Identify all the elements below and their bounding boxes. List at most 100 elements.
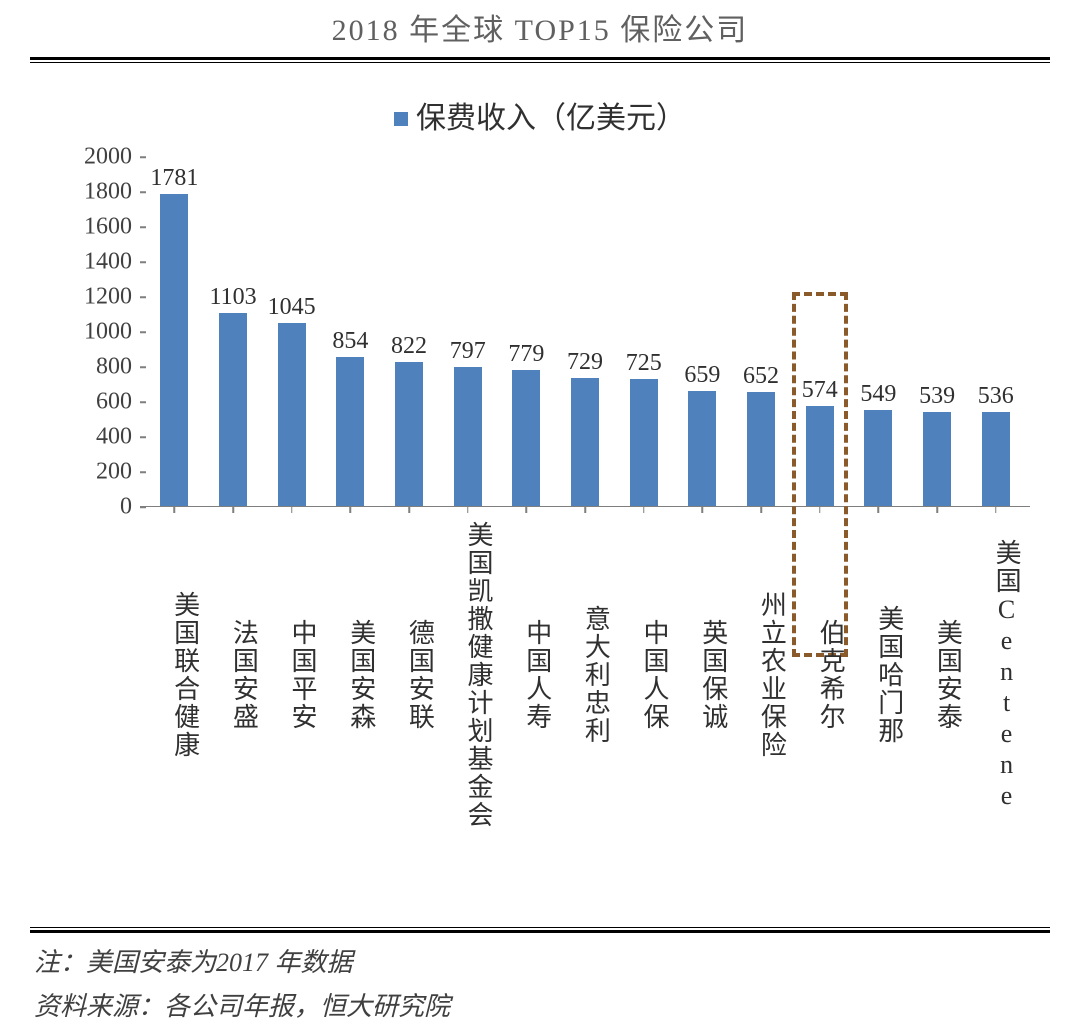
x-tick-mark (584, 507, 586, 513)
bar (278, 323, 306, 506)
bar (454, 367, 482, 506)
x-tick-mark (643, 507, 645, 513)
x-axis-label: 德国安联 (380, 517, 439, 829)
bar (571, 378, 599, 506)
bar-value-label: 725 (626, 350, 662, 377)
bar-slot: 1045 (262, 157, 321, 506)
x-axis-label: 美国联合健康 (145, 517, 204, 829)
x-tick-mark (467, 507, 469, 513)
footnote-2: 资料来源：各公司年报，恒大研究院 (34, 985, 1050, 1029)
plot-area: 1781 1103 1045 854 822 797 779 729 725 659 652 574 5… (140, 157, 1030, 507)
bar (336, 357, 364, 506)
x-axis-label: 伯克希尔 (790, 517, 849, 829)
bar (512, 370, 540, 506)
y-tick-label: 1800 (72, 179, 132, 206)
x-tick-mark (936, 507, 938, 513)
bar (688, 391, 716, 506)
x-tick-mark (408, 507, 410, 513)
bar-slot: 659 (673, 157, 732, 506)
bar (395, 362, 423, 506)
bar-slot: 779 (497, 157, 556, 506)
y-axis: 0200400600800100012001400160018002000 (70, 157, 140, 507)
bar-slot: 1103 (204, 157, 263, 506)
bar-value-label: 779 (508, 341, 544, 368)
bar (160, 194, 188, 506)
y-tick-label: 1400 (72, 249, 132, 276)
x-tick-mark (174, 507, 176, 513)
bar-slot: 725 (614, 157, 673, 506)
bar-slot: 854 (321, 157, 380, 506)
bar-value-label: 1781 (150, 165, 198, 192)
x-tick-mark (526, 507, 528, 513)
x-tick-mark (819, 507, 821, 513)
x-axis-label: 中国人寿 (497, 517, 556, 829)
x-axis-label: 法国安盛 (204, 517, 263, 829)
y-tick-label: 2000 (72, 144, 132, 171)
bar-value-label: 822 (391, 333, 427, 360)
bar-slot: 574 (790, 157, 849, 506)
bar-value-label: 729 (567, 349, 603, 376)
x-axis-label: 美国安泰 (908, 517, 967, 829)
y-tick-label: 1200 (72, 284, 132, 311)
x-axis-labels: 美国联合健康法国安盛中国平安美国安森德国安联美国凯撒健康计划基金会中国人寿意大利… (140, 517, 1030, 829)
x-axis-label: 美国凯撒健康计划基金会 (438, 517, 497, 829)
x-axis-label: 中国人保 (614, 517, 673, 829)
x-tick-mark (702, 507, 704, 513)
x-tick-mark (232, 507, 234, 513)
bar-value-label: 536 (978, 383, 1014, 410)
x-tick-mark (291, 507, 293, 513)
bar (747, 392, 775, 506)
bar (982, 412, 1010, 506)
y-tick-label: 400 (72, 424, 132, 451)
bar-slot: 797 (438, 157, 497, 506)
bar (806, 406, 834, 506)
x-axis-label: 州立农业保险 (732, 517, 791, 829)
bar-slot: 536 (966, 157, 1025, 506)
y-tick-label: 600 (72, 389, 132, 416)
bar (219, 313, 247, 506)
x-axis-label: 美国哈门那 (849, 517, 908, 829)
legend: 保费收入（亿美元） (30, 73, 1050, 147)
bar-slot: 822 (380, 157, 439, 506)
bar-value-label: 659 (684, 362, 720, 389)
bars-container: 1781 1103 1045 854 822 797 779 729 725 659 652 574 5… (140, 157, 1030, 506)
bar-value-label: 854 (332, 328, 368, 355)
bar-value-label: 549 (860, 381, 896, 408)
bar-value-label: 539 (919, 383, 955, 410)
bar (630, 379, 658, 506)
bar-value-label: 574 (802, 377, 838, 404)
bar-slot: 729 (556, 157, 615, 506)
x-axis-label: 中国平安 (262, 517, 321, 829)
legend-marker (394, 112, 408, 126)
bar-slot: 652 (732, 157, 791, 506)
bar-slot: 539 (908, 157, 967, 506)
x-axis-label: 英国保诚 (673, 517, 732, 829)
bar (864, 410, 892, 506)
x-axis-label: 意大利忠利 (556, 517, 615, 829)
footnote-1: 注：美国安泰为2017 年数据 (34, 941, 1050, 985)
chart-title: 2018 年全球 TOP15 保险公司 (30, 0, 1050, 57)
y-tick-label: 800 (72, 354, 132, 381)
bar (923, 412, 951, 506)
y-tick-label: 0 (72, 494, 132, 521)
bottom-rule (30, 927, 1050, 933)
x-axis-label: 美国Centene (966, 517, 1025, 829)
y-tick-label: 1000 (72, 319, 132, 346)
bar-slot: 1781 (145, 157, 204, 506)
bar-value-label: 1045 (268, 294, 316, 321)
bar-slot: 549 (849, 157, 908, 506)
legend-label: 保费收入（亿美元） (416, 102, 686, 135)
x-tick-mark (350, 507, 352, 513)
footnotes: 注：美国安泰为2017 年数据 资料来源：各公司年报，恒大研究院 (30, 941, 1050, 1029)
top-rule (30, 57, 1050, 63)
x-tick-mark (760, 507, 762, 513)
bar-value-label: 797 (450, 338, 486, 365)
y-tick-label: 200 (72, 459, 132, 486)
x-axis-label: 美国安森 (321, 517, 380, 829)
x-tick-mark (995, 507, 997, 513)
bar-value-label: 652 (743, 363, 779, 390)
y-tick-label: 1600 (72, 214, 132, 241)
bar-value-label: 1103 (209, 284, 256, 311)
chart-area: 0 200 400 600 800 1000 1200 1400 1600 1800 2000 17… (70, 147, 1040, 917)
x-tick-mark (878, 507, 880, 513)
